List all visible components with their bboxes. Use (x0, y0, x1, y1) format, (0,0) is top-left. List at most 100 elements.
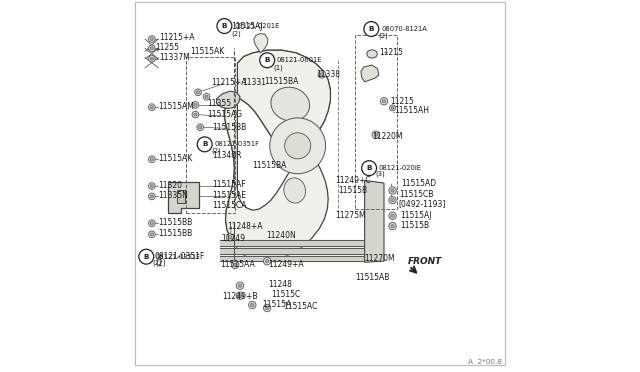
Text: 11515B: 11515B (400, 221, 429, 230)
Circle shape (264, 304, 271, 312)
Text: 11240N: 11240N (266, 231, 296, 240)
Circle shape (203, 93, 210, 100)
Circle shape (270, 118, 326, 174)
Text: 11340R: 11340R (212, 151, 242, 160)
Circle shape (150, 106, 154, 109)
Text: 11331: 11331 (242, 78, 266, 87)
Text: 11515AC: 11515AC (283, 302, 317, 311)
Circle shape (389, 196, 396, 204)
Circle shape (236, 282, 244, 289)
Circle shape (148, 156, 156, 163)
Polygon shape (216, 91, 240, 109)
Circle shape (150, 38, 154, 41)
Circle shape (148, 220, 156, 227)
Text: (2): (2) (232, 30, 241, 37)
Text: 11515CB: 11515CB (399, 190, 433, 199)
Text: 11355: 11355 (207, 99, 232, 108)
Circle shape (194, 113, 197, 116)
Circle shape (150, 47, 154, 50)
Polygon shape (361, 65, 379, 82)
Ellipse shape (284, 178, 305, 203)
Circle shape (200, 141, 207, 148)
Text: 11249+C: 11249+C (335, 176, 371, 185)
Circle shape (236, 292, 244, 299)
Circle shape (374, 133, 378, 136)
Text: 11248+A: 11248+A (227, 222, 262, 231)
Text: 11515AG: 11515AG (207, 110, 243, 119)
Circle shape (362, 161, 376, 176)
Circle shape (372, 131, 380, 138)
Text: B: B (264, 57, 270, 63)
Text: 11515AH: 11515AH (394, 106, 429, 115)
Text: 11515AF: 11515AF (212, 180, 246, 189)
Text: 11275M: 11275M (335, 211, 366, 220)
Bar (355, 35, 397, 209)
Circle shape (148, 193, 156, 200)
Text: B: B (366, 165, 372, 171)
Text: 11248: 11248 (269, 280, 292, 289)
Text: 11249+A: 11249+A (268, 260, 303, 269)
Circle shape (391, 214, 394, 217)
Text: 11215: 11215 (379, 48, 403, 57)
Circle shape (150, 185, 154, 187)
Circle shape (227, 234, 234, 241)
Circle shape (391, 189, 394, 192)
Circle shape (391, 106, 394, 109)
Circle shape (196, 91, 200, 94)
Polygon shape (168, 182, 199, 213)
Circle shape (192, 102, 199, 108)
Text: 11320: 11320 (158, 181, 182, 190)
Ellipse shape (367, 50, 378, 58)
Circle shape (148, 55, 156, 62)
Circle shape (202, 143, 205, 146)
Text: B: B (369, 26, 374, 32)
Text: 11515A: 11515A (262, 300, 292, 309)
Text: 11220M: 11220M (372, 132, 403, 141)
Circle shape (194, 103, 197, 106)
Bar (186, 57, 235, 213)
Text: 11337M: 11337M (159, 53, 190, 62)
Circle shape (232, 261, 239, 269)
Circle shape (266, 307, 269, 310)
Circle shape (150, 195, 154, 198)
Text: 11515BB: 11515BB (158, 218, 193, 227)
Text: 11515BB: 11515BB (158, 229, 193, 238)
Text: A  2*00.8: A 2*00.8 (468, 359, 502, 365)
Circle shape (195, 89, 202, 96)
Text: 11515AM: 11515AM (158, 102, 194, 110)
Text: 11515C: 11515C (271, 290, 300, 299)
Text: 11215+A: 11215+A (211, 78, 247, 87)
Text: 11515AJ: 11515AJ (400, 211, 431, 219)
Circle shape (197, 137, 212, 152)
Ellipse shape (271, 87, 310, 121)
Circle shape (150, 233, 154, 236)
Circle shape (389, 212, 396, 219)
Circle shape (228, 236, 232, 239)
Circle shape (391, 198, 394, 202)
Circle shape (150, 222, 154, 225)
Text: 08121-0601E: 08121-0601E (277, 57, 323, 63)
Circle shape (266, 260, 269, 263)
Circle shape (238, 284, 242, 287)
Text: [0492-1193]: [0492-1193] (399, 199, 446, 208)
Circle shape (150, 158, 154, 161)
Text: (1): (1) (273, 64, 284, 71)
Circle shape (198, 126, 202, 129)
Circle shape (285, 133, 310, 159)
Text: (2): (2) (378, 32, 388, 39)
Circle shape (150, 57, 154, 60)
Text: 11515AA: 11515AA (220, 260, 255, 269)
Text: 11215: 11215 (390, 97, 414, 106)
Text: 11338: 11338 (316, 70, 340, 79)
Text: 08121-0351F: 08121-0351F (214, 141, 259, 147)
Text: FRONT: FRONT (408, 257, 442, 266)
Circle shape (264, 257, 271, 265)
Text: B: B (202, 141, 207, 147)
Text: B: B (221, 23, 227, 29)
Text: 11515BB: 11515BB (212, 123, 246, 132)
Circle shape (217, 19, 232, 33)
Circle shape (148, 231, 156, 238)
Text: 11515AD: 11515AD (401, 179, 436, 187)
Text: 11515AB: 11515AB (355, 273, 390, 282)
Text: (3): (3) (376, 170, 385, 177)
